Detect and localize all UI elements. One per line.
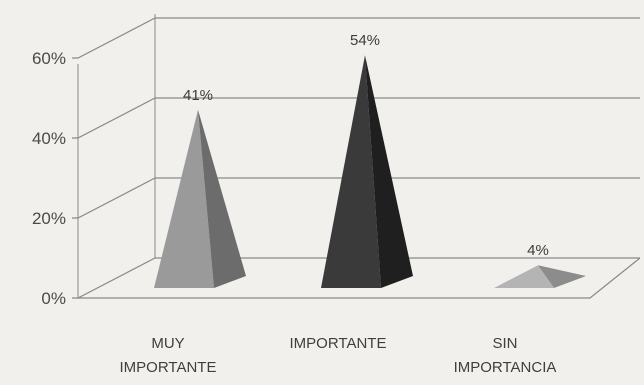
pyramid-bar <box>321 55 413 289</box>
category-label: MUY <box>151 335 184 352</box>
data-labels: 41% 54% 4% <box>183 32 549 259</box>
y-tick-label: 20% <box>32 209 66 228</box>
pyramid-face-front <box>321 55 381 289</box>
category-label: IMPORTANTE <box>120 359 217 376</box>
y-tick-label: 60% <box>32 49 66 68</box>
data-label: 41% <box>183 87 213 104</box>
gridline <box>72 177 640 219</box>
chart-bars <box>154 55 586 289</box>
pyramid-face-front <box>494 265 554 288</box>
pyramid-face-side <box>538 265 586 288</box>
gridline <box>72 17 640 59</box>
category-labels: MUY IMPORTANTE IMPORTANTE SIN IMPORTANCIA <box>120 335 557 376</box>
y-axis-ticks: 0% 20% 40% 60% <box>32 49 66 308</box>
pyramid-bar <box>154 109 246 288</box>
floor-edge <box>78 257 641 299</box>
y-tick-label: 40% <box>32 129 66 148</box>
category-label: IMPORTANCIA <box>454 359 557 376</box>
pyramid-bar <box>494 265 586 288</box>
chart-walls <box>77 14 641 299</box>
category-label: IMPORTANTE <box>290 335 387 352</box>
data-label: 4% <box>527 242 549 259</box>
pyramid-face-side <box>365 55 413 289</box>
pyramid-face-front <box>154 109 214 288</box>
pyramid-face-side <box>198 109 246 288</box>
data-label: 54% <box>350 32 380 49</box>
category-label: SIN <box>492 335 517 352</box>
y-tick-label: 0% <box>41 289 66 308</box>
gridline <box>72 97 640 139</box>
